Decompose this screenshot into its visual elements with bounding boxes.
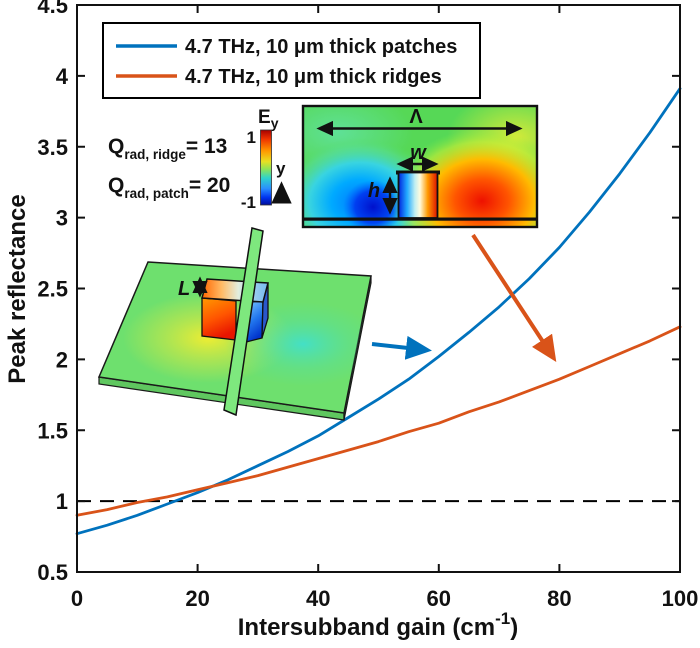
y-tick-label: 4: [56, 64, 69, 89]
x-axis-label: Intersubband gain (cm-1): [238, 609, 518, 641]
legend: 4.7 THz, 10 μm thick patches 4.7 THz, 10…: [102, 22, 481, 99]
length-label: L: [178, 278, 190, 300]
y-tick-label: 0.5: [37, 560, 68, 585]
colorbar-min: -1: [241, 193, 256, 212]
y-direction-label: y: [276, 159, 286, 178]
y-tick-label: 3.5: [37, 135, 68, 160]
y-tick-label: 1.5: [37, 418, 68, 443]
width-label: w: [410, 142, 427, 164]
y-tick-label: 2: [56, 347, 68, 372]
q-rad-ridge-annotation: Qrad, ridge= 13: [108, 135, 227, 162]
period-label: Λ: [409, 106, 423, 128]
colorbar-max: 1: [247, 128, 256, 147]
curve-patches: [75, 87, 682, 536]
ridge-structure: [397, 171, 439, 219]
q-rad-patch-annotation: Qrad, patch= 20: [108, 174, 230, 201]
fin-wall: [223, 227, 264, 417]
x-tick-label: 100: [662, 586, 699, 611]
y-tick-label: 4.5: [37, 0, 68, 18]
data-series-group: [75, 87, 682, 536]
inset-cross-section-border: [301, 104, 539, 229]
x-tick-label: 20: [185, 586, 209, 611]
patch-top-face: [201, 278, 269, 303]
ridges-pointer-arrow-icon: [471, 233, 557, 363]
colorbar-title: Ey: [258, 107, 279, 131]
y-axis-label: Peak reflectance: [4, 194, 31, 383]
x-tick-label: 0: [71, 586, 83, 611]
legend-label-ridges: 4.7 THz, 10 μm thick ridges: [185, 66, 442, 88]
patch-left-face: [201, 297, 237, 341]
tick-marks: [76, 4, 681, 573]
x-tick-label: 40: [306, 586, 330, 611]
colorbar-gradient: [260, 129, 272, 206]
inset-3d-render: L: [97, 227, 372, 421]
legend-box: [102, 22, 481, 99]
y-tick-label: 2.5: [37, 277, 68, 302]
colorbar: Ey 1 -1 y: [241, 107, 292, 212]
curve-ridges: [75, 325, 682, 517]
x-tick-label: 80: [547, 586, 571, 611]
y-tick-label: 1: [56, 489, 68, 514]
ground-plane-line: [303, 217, 537, 221]
tick-labels: 0 20 40 60 80 100 0.5 1 1.5 2 2.5 3 3.5 4 4.5: [37, 0, 698, 611]
inset-cross-section: Λ w h: [301, 104, 539, 229]
y-tick-label: 3: [56, 206, 68, 231]
x-tick-label: 60: [427, 586, 451, 611]
height-label: h: [368, 180, 380, 202]
patches-pointer-arrow-icon: [371, 335, 432, 360]
legend-label-patches: 4.7 THz, 10 μm thick patches: [185, 36, 457, 58]
